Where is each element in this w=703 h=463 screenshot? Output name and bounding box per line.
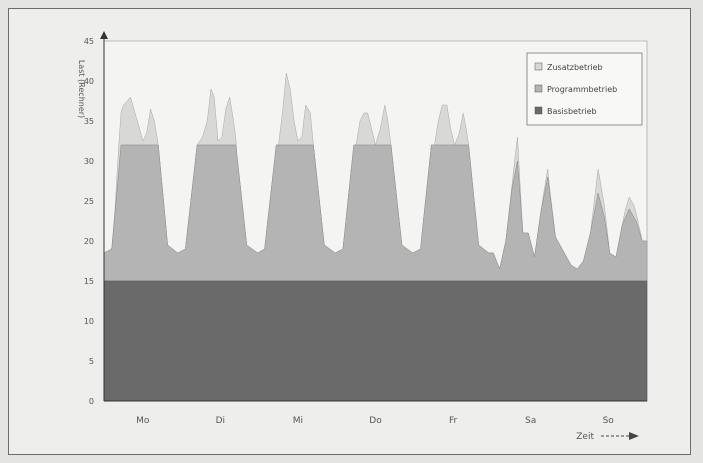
y-tick-label: 10 — [84, 317, 94, 326]
y-tick-label: 20 — [84, 237, 94, 246]
chart: 0 5 10 15 20 25 30 35 40 45 Mo Di Mi Do Fr Sa So Last (… — [77, 31, 648, 442]
legend: Zusatzbetrieb Programmbetrieb Basisbetrieb — [526, 52, 643, 126]
legend-label: Zusatzbetrieb — [547, 63, 603, 72]
legend-label: Basisbetrieb — [547, 107, 597, 116]
x-category-label: Mo — [136, 416, 150, 426]
x-category-labels: Mo Di Mi Do Fr Sa So — [136, 416, 614, 426]
x-category-label: Sa — [525, 416, 536, 426]
y-tick-label: 25 — [84, 197, 94, 206]
y-tick-label: 15 — [84, 277, 94, 286]
y-tick-labels: 0 5 10 15 20 25 30 35 40 45 — [84, 37, 94, 406]
x-category-label: Fr — [449, 416, 458, 426]
y-tick-label: 40 — [84, 77, 94, 86]
chart-frame: 0 5 10 15 20 25 30 35 40 45 Mo Di Mi Do Fr Sa So Last (… — [8, 8, 691, 455]
legend-label: Programmbetrieb — [547, 85, 617, 94]
y-tick-label: 5 — [89, 357, 94, 366]
x-category-label: Mi — [293, 416, 303, 426]
x-category-label: Di — [216, 416, 225, 426]
area-series-group — [103, 72, 648, 402]
y-tick-label: 35 — [84, 117, 94, 126]
x-axis-label: Zeit — [576, 432, 594, 442]
y-tick-label: 0 — [89, 397, 94, 406]
x-category-label: Do — [369, 416, 382, 426]
legend-box — [526, 52, 643, 126]
legend-swatch — [534, 62, 543, 71]
x-category-label: So — [603, 416, 615, 426]
area-basisbetrieb — [103, 280, 648, 402]
legend-swatch — [534, 106, 543, 115]
y-axis-label: Last (Rechner) — [77, 60, 86, 118]
y-tick-label: 30 — [84, 157, 94, 166]
x-axis-arrow-icon — [629, 432, 639, 440]
y-tick-label: 45 — [84, 37, 94, 46]
axes — [100, 31, 647, 440]
legend-swatch — [534, 84, 543, 93]
y-axis-arrow-icon — [100, 31, 108, 39]
